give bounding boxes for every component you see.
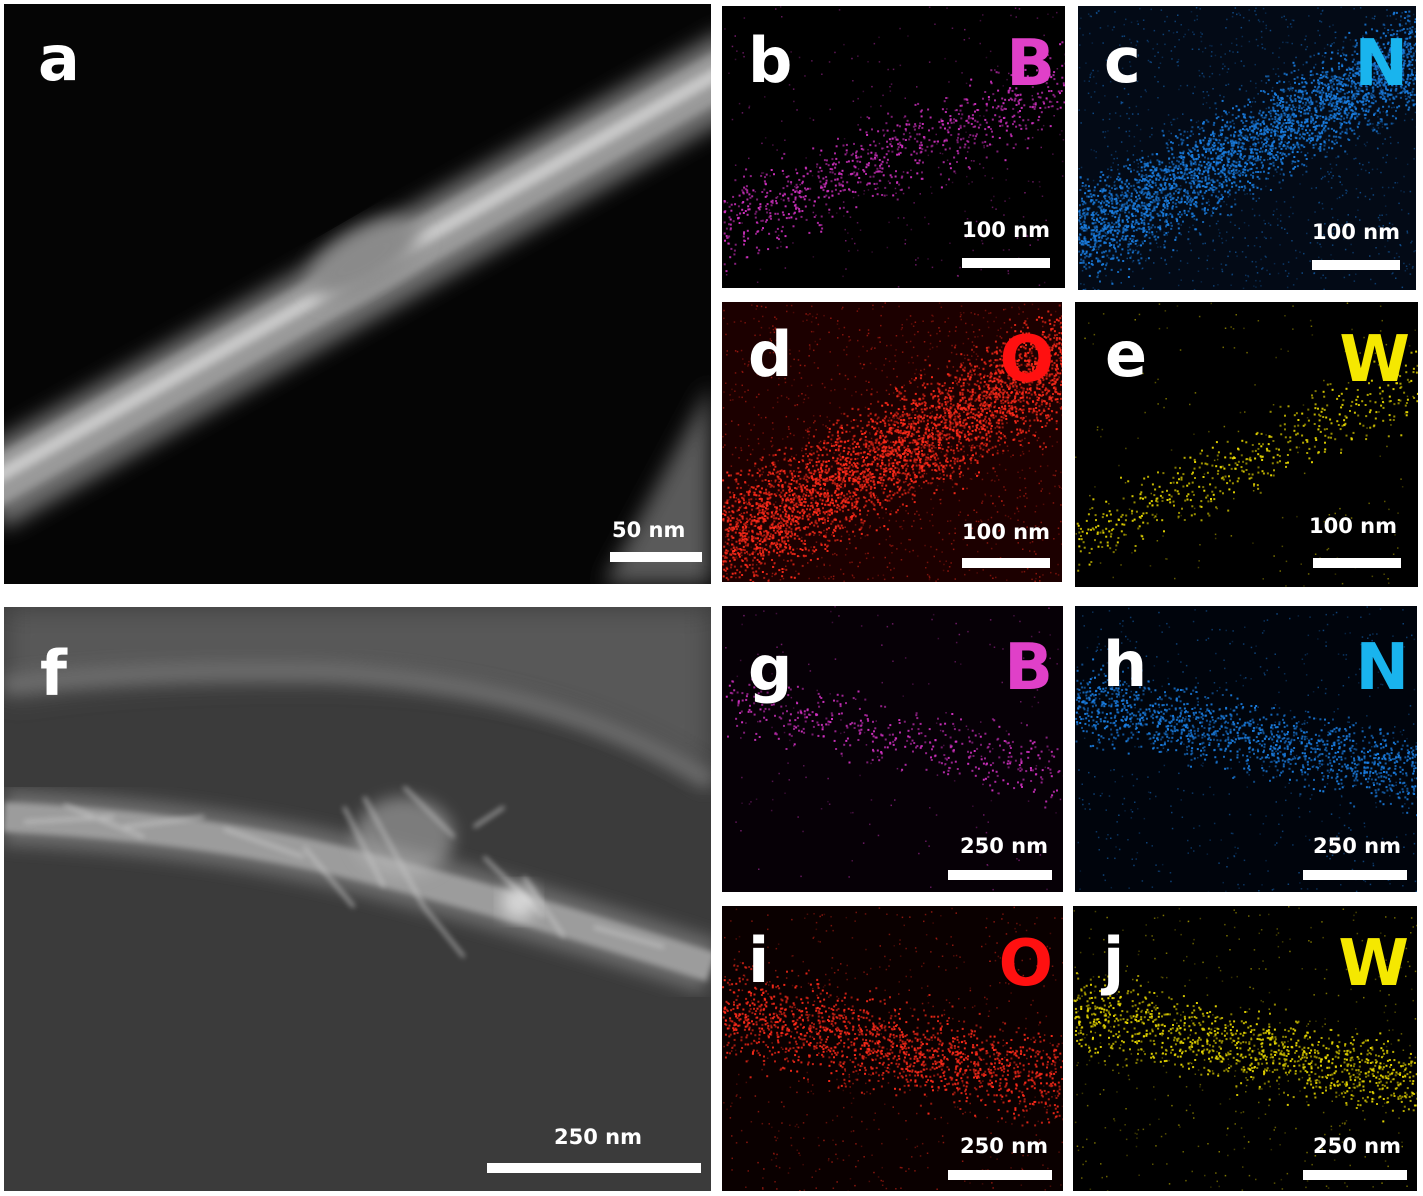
panel-e-tungsten-map: e W 100 nm bbox=[1075, 302, 1418, 587]
scale-bar bbox=[1312, 260, 1400, 270]
element-symbol: W bbox=[1338, 927, 1409, 1001]
scale-bar bbox=[948, 1170, 1052, 1180]
scale-bar bbox=[1313, 558, 1401, 568]
panel-letter: e bbox=[1105, 318, 1148, 391]
panel-letter: f bbox=[40, 637, 67, 710]
scale-bar-label: 100 nm bbox=[962, 218, 1050, 242]
element-map bbox=[725, 606, 1063, 891]
panel-letter: i bbox=[748, 924, 770, 997]
element-symbol: O bbox=[998, 927, 1053, 1001]
element-map bbox=[1075, 302, 1418, 587]
scale-bar-label: 100 nm bbox=[1312, 220, 1400, 244]
panel-letter: j bbox=[1103, 924, 1125, 997]
panel-letter: b bbox=[748, 24, 793, 97]
panel-letter: d bbox=[748, 318, 793, 391]
panel-letter: a bbox=[38, 22, 80, 95]
panel-letter: g bbox=[748, 632, 793, 705]
panel-d-oxygen-map: d O 100 nm bbox=[722, 302, 1062, 582]
scale-bar-label: 50 nm bbox=[612, 518, 686, 542]
panel-letter: c bbox=[1104, 24, 1141, 97]
scale-bar-label: 100 nm bbox=[1309, 514, 1397, 538]
nanotube-image bbox=[4, 36, 711, 584]
panel-j-tungsten-map: j W 250 nm bbox=[1073, 906, 1417, 1191]
panel-i-oxygen-map: i O 250 nm bbox=[722, 906, 1063, 1191]
scale-bar bbox=[948, 870, 1052, 880]
element-map bbox=[722, 302, 1062, 582]
scale-bar-label: 250 nm bbox=[960, 834, 1048, 858]
scale-bar bbox=[962, 258, 1050, 268]
scale-bar-label: 250 nm bbox=[960, 1134, 1048, 1158]
scale-bar-label: 250 nm bbox=[1313, 834, 1401, 858]
element-map bbox=[1078, 6, 1416, 290]
element-symbol: W bbox=[1339, 323, 1410, 397]
scale-bar bbox=[610, 552, 702, 562]
element-symbol: N bbox=[1355, 631, 1409, 705]
element-map bbox=[722, 906, 1063, 1191]
element-symbol: N bbox=[1354, 27, 1408, 101]
element-symbol: B bbox=[1004, 631, 1053, 705]
panel-f-haadf-image: f 250 nm bbox=[4, 607, 711, 1191]
scale-bar-label: 100 nm bbox=[962, 520, 1050, 544]
element-map bbox=[723, 6, 1065, 288]
panel-letter: h bbox=[1103, 628, 1148, 701]
scale-bar bbox=[962, 558, 1050, 568]
scale-bar-label: 250 nm bbox=[1313, 1134, 1401, 1158]
scale-bar bbox=[1303, 870, 1407, 880]
element-symbol: B bbox=[1006, 27, 1055, 101]
element-symbol: O bbox=[999, 323, 1054, 397]
panel-c-nitrogen-map: c N 100 nm bbox=[1078, 6, 1416, 290]
panel-h-nitrogen-map: h N 250 nm bbox=[1075, 606, 1417, 892]
panel-b-boron-map: b B 100 nm bbox=[722, 6, 1065, 288]
scale-bar bbox=[487, 1163, 701, 1173]
element-map bbox=[1075, 606, 1417, 892]
scale-bar-label: 250 nm bbox=[554, 1125, 642, 1149]
panel-a-haadf-image: a 50 nm bbox=[4, 4, 711, 584]
scale-bar bbox=[1303, 1170, 1407, 1180]
element-map bbox=[1073, 906, 1417, 1191]
nanotube-image bbox=[4, 607, 711, 1191]
panel-g-boron-map: g B 250 nm bbox=[722, 606, 1063, 892]
